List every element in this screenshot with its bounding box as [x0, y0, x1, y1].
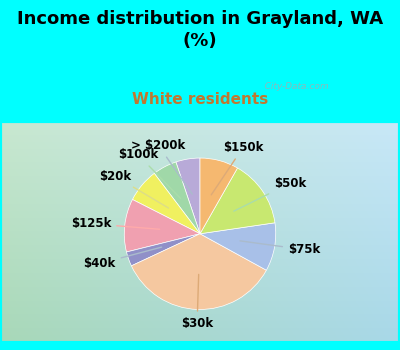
Text: $150k: $150k — [211, 141, 263, 195]
Text: $50k: $50k — [234, 177, 306, 211]
Text: City-Data.com: City-Data.com — [256, 82, 329, 91]
Wedge shape — [131, 234, 266, 309]
Wedge shape — [176, 158, 200, 234]
Wedge shape — [154, 162, 200, 234]
Wedge shape — [200, 158, 238, 234]
Wedge shape — [124, 199, 200, 252]
Text: $125k: $125k — [71, 217, 160, 230]
Wedge shape — [126, 234, 200, 266]
Text: $100k: $100k — [118, 148, 180, 198]
Wedge shape — [132, 173, 200, 234]
Text: White residents: White residents — [132, 91, 268, 106]
Text: > $200k: > $200k — [131, 139, 192, 194]
Text: $40k: $40k — [84, 247, 162, 270]
Text: $30k: $30k — [181, 274, 213, 330]
Wedge shape — [200, 168, 275, 234]
Text: $75k: $75k — [240, 241, 320, 256]
Wedge shape — [200, 223, 276, 270]
Text: Income distribution in Grayland, WA
(%): Income distribution in Grayland, WA (%) — [17, 10, 383, 50]
Text: $20k: $20k — [99, 170, 168, 208]
